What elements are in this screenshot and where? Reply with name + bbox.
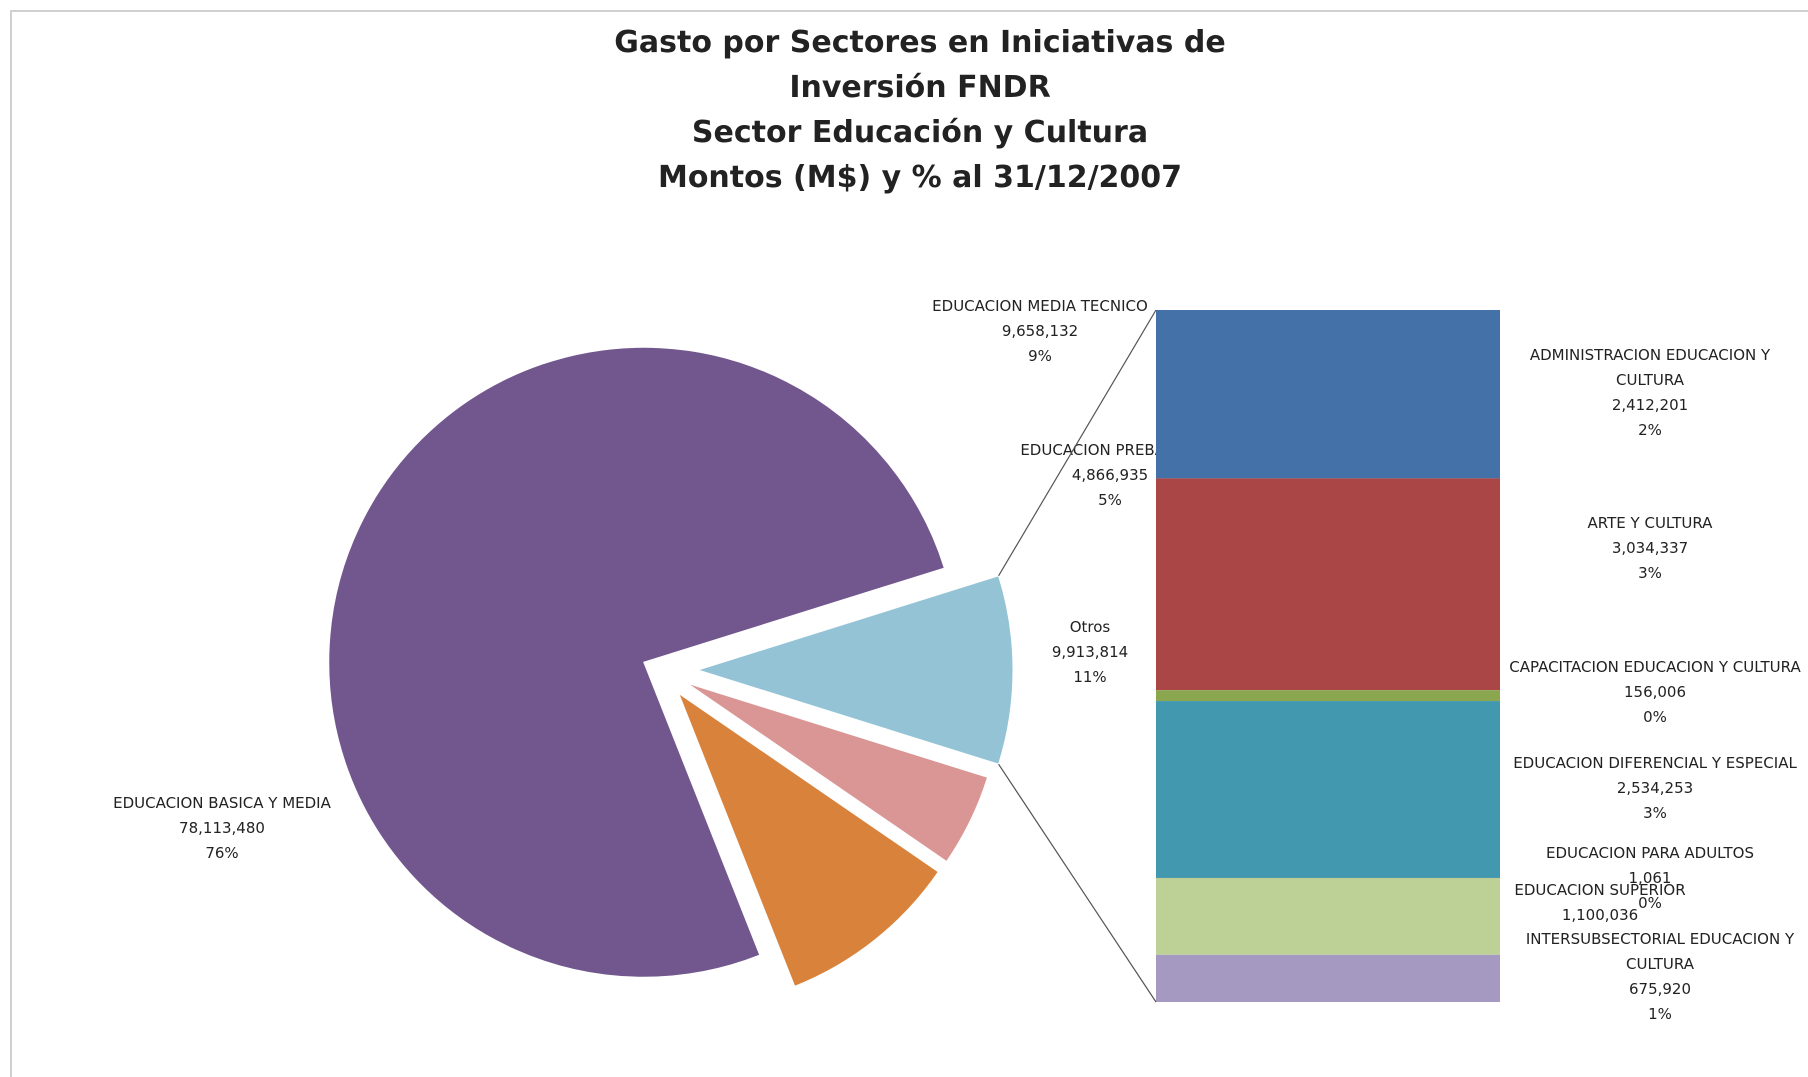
bar-label-educacion-para-adultos-name-line-1: EDUCACION PARA ADULTOS (1546, 844, 1754, 862)
pie-slice-educacion-media-tecnico (677, 692, 940, 987)
pie-slice-educacion-basica-y-media (328, 346, 945, 978)
bar-label-administracion-educacion-y-cultura-name-line-1: ADMINISTRACION EDUCACION Y (1530, 346, 1771, 364)
pie-label-otros-name: Otros (1070, 618, 1111, 636)
bar-label-educacion-diferencial-y-especial-name-line-1: EDUCACION DIFERENCIAL Y ESPECIAL (1513, 754, 1797, 772)
bar-label-intersubsectorial-educacion-y-cultura-value: 675,920 (1629, 980, 1691, 998)
connector-line-bottom (998, 763, 1157, 1003)
bar-label-administracion-educacion-y-cultura-name-line-2: CULTURA (1616, 371, 1685, 389)
pie-label-educacion-media-tecnico-percent: 9% (1028, 347, 1052, 365)
pie-label-otros-percent: 11% (1073, 668, 1106, 686)
pie-label-educacion-prebasica-percent: 5% (1098, 491, 1122, 509)
bar-label-intersubsectorial-educacion-y-cultura-percent: 1% (1648, 1005, 1672, 1023)
bar-label-intersubsectorial-educacion-y-cultura-name-line-2: CULTURA (1626, 955, 1695, 973)
pie-label-educacion-media-tecnico-value: 9,658,132 (1002, 322, 1078, 340)
pie-slice-educacion-prebasica (686, 682, 989, 863)
chart-title-line-4: Montos (M$) y % al 31/12/2007 (657, 160, 1183, 195)
chart-frame (10, 10, 1808, 1077)
pie-label-educacion-prebasica-name: EDUCACION PREBASICA (1020, 441, 1200, 459)
bar-segment-capacitacion-educacion-y-cultura (1156, 690, 1500, 702)
connector-line-top (998, 309, 1157, 577)
bar-label-educacion-superior-value: 1,100,036 (1562, 906, 1638, 924)
chart-title: Gasto por Sectores en Iniciativas de Inv… (540, 20, 1300, 200)
bar-segment-educacion-diferencial-y-especial (1156, 701, 1500, 878)
bar-label-administracion-educacion-y-cultura-value: 2,412,201 (1612, 396, 1688, 414)
pie-label-otros-value: 9,913,814 (1052, 643, 1128, 661)
bar-label-arte-y-cultura-value: 3,034,337 (1612, 539, 1688, 557)
chart-title-line-2: Inversión FNDR (789, 70, 1051, 105)
bar-segment-arte-y-cultura (1156, 478, 1500, 691)
bar-segment-educacion-superior (1156, 878, 1500, 955)
bar-label-capacitacion-educacion-y-cultura-name-line-1: CAPACITACION EDUCACION Y CULTURA (1509, 658, 1801, 676)
chart-title-line-3: Sector Educación y Cultura (691, 115, 1149, 150)
bar-label-arte-y-cultura-name-line-1: ARTE Y CULTURA (1588, 514, 1714, 532)
bar-label-administracion-educacion-y-cultura-percent: 2% (1638, 421, 1662, 439)
pie-label-educacion-basica-y-media-name: EDUCACION BASICA Y MEDIA (113, 794, 331, 812)
bar-label-intersubsectorial-educacion-y-cultura-name-line-1: INTERSUBSECTORIAL EDUCACION Y (1526, 930, 1795, 948)
chart-title-line-1: Gasto por Sectores en Iniciativas de (614, 25, 1226, 60)
bar-label-capacitacion-educacion-y-cultura-percent: 0% (1643, 708, 1667, 726)
bar-label-educacion-para-adultos-percent: 0% (1638, 894, 1662, 912)
bar-label-educacion-superior-name-line-1: EDUCACION SUPERIOR (1514, 881, 1685, 899)
bar-label-educacion-diferencial-y-especial-value: 2,534,253 (1617, 779, 1693, 797)
bar-label-arte-y-cultura-percent: 3% (1638, 564, 1662, 582)
bar-label-educacion-para-adultos-value: 1,061 (1629, 869, 1672, 887)
bar-label-capacitacion-educacion-y-cultura-value: 156,006 (1624, 683, 1686, 701)
pie-slice-otros (696, 575, 1014, 765)
bar-label-educacion-diferencial-y-especial-percent: 3% (1643, 804, 1667, 822)
pie-label-educacion-media-tecnico-name: EDUCACION MEDIA TECNICO (932, 297, 1148, 315)
bar-segment-intersubsectorial-educacion-y-cultura (1156, 954, 1500, 1002)
pie-label-educacion-prebasica-value: 4,866,935 (1072, 466, 1148, 484)
bar-segment-administracion-educacion-y-cultura (1156, 310, 1500, 479)
pie-label-educacion-basica-y-media-percent: 76% (205, 844, 238, 862)
pie-label-educacion-basica-y-media-value: 78,113,480 (179, 819, 265, 837)
